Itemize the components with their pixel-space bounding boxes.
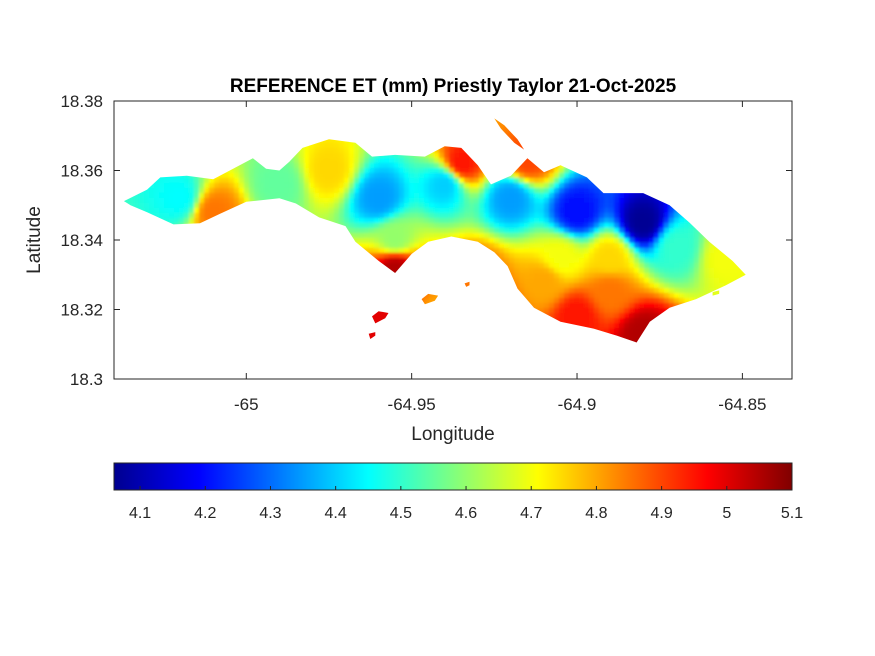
y-axis-ticks: 18.3 18.32 18.34 18.36 18.38 xyxy=(60,92,792,389)
y-axis-label: Latitude xyxy=(24,206,45,274)
x-tick-label: -64.95 xyxy=(388,395,436,414)
colorbar-tick-label: 4.4 xyxy=(325,505,347,522)
colorbar-tick-label: 4.9 xyxy=(650,505,672,522)
x-tick-label: -64.85 xyxy=(718,395,766,414)
chart-title: REFERENCE ET (mm) Priestly Taylor 21-Oct… xyxy=(230,76,677,97)
colorbar-tick-label: 4.6 xyxy=(455,505,477,522)
colorbar-tick-label: 4.3 xyxy=(259,505,281,522)
colorbar xyxy=(113,462,793,491)
y-tick-label: 18.36 xyxy=(60,162,103,181)
colorbar-ticks: 4.1 4.2 4.3 4.4 4.5 4.6 4.7 4.8 4.9 5 5.1 xyxy=(129,486,803,522)
y-tick-label: 18.3 xyxy=(70,370,103,389)
y-tick-label: 18.38 xyxy=(60,92,103,111)
x-tick-label: -65 xyxy=(234,395,259,414)
colorbar-tick-label: 4.1 xyxy=(129,505,151,522)
x-axis-ticks: -65 -64.95 -64.9 -64.85 xyxy=(234,101,766,414)
colorbar-tick-label: 5 xyxy=(722,505,731,522)
colorbar-tick-label: 4.7 xyxy=(520,505,542,522)
y-tick-label: 18.32 xyxy=(60,301,103,320)
colorbar-tick-label: 4.2 xyxy=(194,505,216,522)
colorbar-tick-label: 4.8 xyxy=(585,505,607,522)
colorbar-tick-label: 4.5 xyxy=(390,505,412,522)
x-axis-label: Longitude xyxy=(411,424,494,445)
x-tick-label: -64.9 xyxy=(558,395,597,414)
colorbar-tick-label: 5.1 xyxy=(781,505,803,522)
y-tick-label: 18.34 xyxy=(60,231,103,250)
